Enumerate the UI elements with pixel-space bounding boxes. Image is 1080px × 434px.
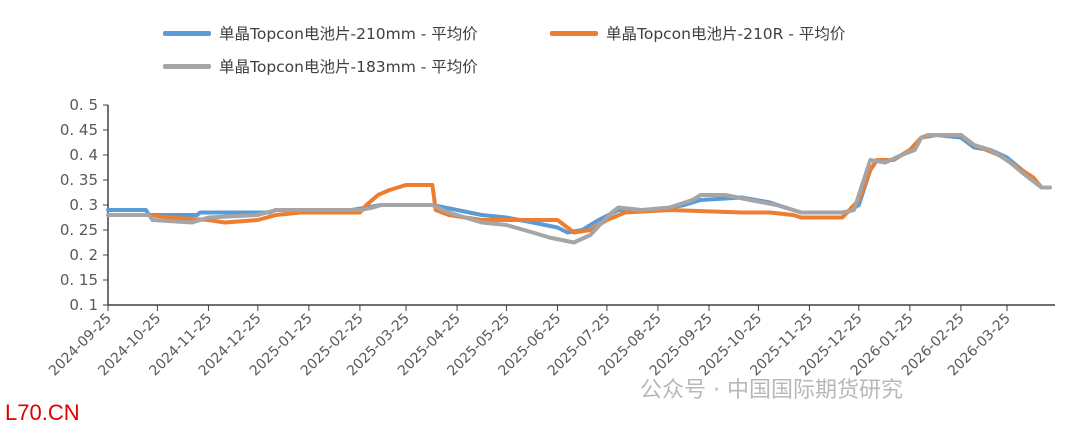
legend-label: 单晶Topcon电池片-210mm - 平均价 [219,25,478,43]
series-line-2 [106,133,1052,245]
legend-item-210r: 单晶Topcon电池片-210R - 平均价 [550,22,845,44]
site-logo: L70.CN [5,400,80,425]
legend-label: 单晶Topcon电池片-183mm - 平均价 [219,58,478,76]
legend-item-183mm: 单晶Topcon电池片-183mm - 平均价 [163,55,478,77]
legend-swatch [550,30,598,36]
y-tick-label: 0. 2 [69,246,98,264]
y-tick-label: 0. 15 [60,271,98,289]
y-tick-label: 0. 35 [60,171,98,189]
watermark: 公众号 · 中国国际期货研究 [640,378,903,403]
y-tick-label: 0. 5 [69,96,98,114]
legend-item-210mm: 单晶Topcon电池片-210mm - 平均价 [163,22,478,44]
y-tick-label: 0. 1 [69,296,98,314]
y-tick-label: 0. 4 [69,146,98,164]
y-tick-label: 0. 45 [60,121,98,139]
legend-label: 单晶Topcon电池片-210R - 平均价 [606,25,846,43]
legend-swatch [163,63,211,69]
y-tick-label: 0. 3 [69,196,98,214]
y-tick-label: 0. 25 [60,221,98,239]
series-line-1 [106,133,1052,235]
legend-swatch [163,30,211,36]
